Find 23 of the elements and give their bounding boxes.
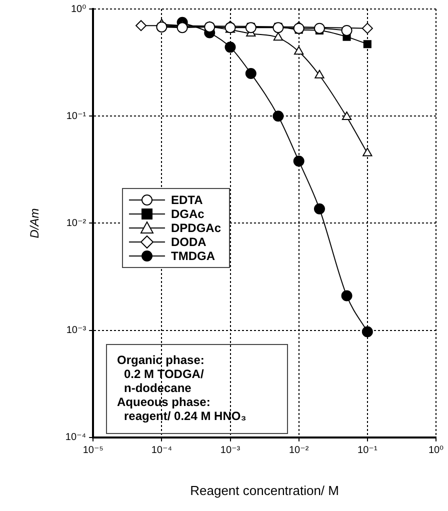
y-tick-label: 10⁻¹ xyxy=(66,110,87,122)
y-tick-label: 10⁻⁴ xyxy=(65,432,86,444)
legend-label: EDTA xyxy=(171,193,203,207)
legend-label: TMDGA xyxy=(171,249,215,263)
legend-label: DODA xyxy=(171,235,206,249)
x-tick-label: 10⁻³ xyxy=(220,445,241,456)
legend-label: DGAc xyxy=(171,207,204,221)
x-tick-label: 10⁻¹ xyxy=(358,445,378,456)
y-tick-label: 10⁻³ xyxy=(66,325,87,336)
annotation: Aqueous phase: xyxy=(117,395,212,409)
legend-label: DPDGAc xyxy=(171,221,222,235)
x-tick-label: 10⁻² xyxy=(288,445,310,456)
annotation: 0.2 M TODGA/ xyxy=(123,367,205,381)
y-axis-title: D/Am xyxy=(28,208,42,238)
y-tick-label: 10⁻² xyxy=(66,218,87,229)
x-axis-title: Reagent concentration/ M xyxy=(190,482,339,498)
x-tick-label: 10⁰ xyxy=(428,445,444,456)
x-tick-label: 10⁻⁴ xyxy=(151,445,172,456)
y-tick-label: 10⁰ xyxy=(70,4,86,15)
annotation: n-dodecane xyxy=(123,381,192,395)
annotation: Organic phase: xyxy=(117,353,206,367)
x-tick-label: 10⁻⁵ xyxy=(82,445,104,456)
annotation: reagent/ 0.24 M HNO₃ xyxy=(123,409,248,423)
